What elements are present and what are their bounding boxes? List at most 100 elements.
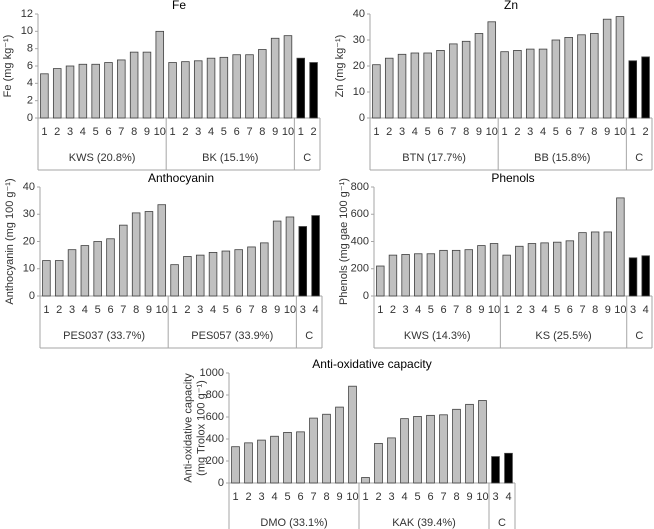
bar [478, 400, 487, 484]
x-tick-label: 2 [516, 304, 522, 316]
bar [413, 416, 422, 484]
chart-title: Phenols [491, 171, 534, 185]
y-axis-label: Zn (mg kg⁻¹) [334, 35, 346, 98]
bar [525, 48, 535, 119]
x-tick-label: 9 [604, 126, 610, 138]
x-tick-label: 2 [514, 126, 520, 138]
x-tick-label: 3 [67, 126, 73, 138]
bar [387, 437, 396, 484]
bar [283, 431, 292, 484]
x-tick-label: 4 [643, 304, 649, 316]
x-tick-label: 7 [248, 304, 254, 316]
bar [311, 215, 320, 297]
x-tick-label: 2 [182, 126, 188, 138]
bar [117, 59, 126, 119]
y-axis-label: (mg Trolox 100 g⁻¹) [195, 380, 207, 476]
bar [474, 33, 484, 119]
x-tick-label: 10 [476, 491, 488, 503]
bar [258, 49, 267, 119]
bar [628, 257, 638, 297]
bar [260, 242, 269, 297]
x-tick-label: 9 [144, 126, 150, 138]
y-tick-label: 1000 [200, 367, 224, 379]
x-tick-label: 9 [146, 304, 152, 316]
bar [52, 68, 62, 119]
chart-title: Fe [172, 0, 186, 12]
x-tick-label: 1 [502, 126, 508, 138]
bar [195, 254, 205, 297]
x-tick-label: 1 [172, 304, 178, 316]
group-label: KWS (20.8%) [69, 152, 136, 164]
bar [397, 53, 407, 119]
x-tick-label: 10 [488, 304, 500, 316]
bar [426, 414, 435, 484]
y-axis-label: Anti-oxidative capacity [182, 373, 194, 483]
bar [502, 254, 511, 297]
x-tick-label: 4 [208, 126, 214, 138]
group-label: PES057 (33.9%) [191, 330, 273, 342]
x-tick-label: 1 [504, 304, 510, 316]
group-label: BK (15.1%) [202, 152, 258, 164]
y-tick-label: 0 [363, 290, 369, 302]
x-tick-label: 1 [373, 126, 379, 138]
bar [590, 231, 600, 297]
x-tick-label: 6 [234, 126, 240, 138]
bar [270, 435, 279, 484]
group-label: C [635, 330, 643, 342]
x-tick-label: 9 [478, 304, 484, 316]
y-tick-label: 10 [353, 86, 365, 98]
x-tick-label: 7 [246, 126, 252, 138]
x-tick-label: 4 [80, 126, 86, 138]
bar [452, 408, 461, 484]
y-tick-label: 200 [206, 455, 224, 467]
x-tick-label: 3 [195, 126, 201, 138]
y-tick-label: 0 [359, 112, 365, 124]
y-tick-label: 2 [27, 95, 33, 107]
bar [641, 56, 650, 119]
x-tick-label: 10 [486, 126, 498, 138]
x-tick-label: 5 [95, 304, 101, 316]
y-tick-label: 10 [23, 263, 35, 275]
x-tick-label: 5 [428, 304, 434, 316]
chart-title: Anthocyanin [148, 171, 214, 185]
y-tick-label: 20 [23, 235, 35, 247]
bar [80, 245, 90, 297]
x-tick-label: 4 [210, 304, 216, 316]
bar [426, 253, 436, 297]
bar [322, 413, 331, 484]
x-tick-label: 8 [131, 126, 137, 138]
y-tick-label: 800 [206, 389, 224, 401]
bar [487, 21, 497, 119]
x-tick-label: 1 [298, 126, 304, 138]
bar [78, 63, 88, 119]
x-tick-label: 4 [82, 304, 88, 316]
x-tick-label: 4 [401, 491, 407, 503]
x-tick-label: 6 [567, 304, 573, 316]
x-tick-label: 9 [274, 304, 280, 316]
x-tick-label: 7 [450, 126, 456, 138]
group-label: C [635, 152, 643, 164]
bar [247, 246, 256, 297]
bar [131, 212, 141, 297]
x-tick-label: 2 [184, 304, 190, 316]
x-tick-label: 5 [554, 304, 560, 316]
x-tick-label: 6 [566, 126, 572, 138]
x-tick-label: 1 [630, 126, 636, 138]
bar [376, 265, 385, 297]
bar [414, 253, 423, 297]
group-label: KWS (14.3%) [404, 330, 471, 342]
x-tick-label: 3 [403, 304, 409, 316]
x-tick-label: 5 [221, 126, 227, 138]
x-tick-label: 5 [223, 304, 229, 316]
x-tick-label: 3 [529, 304, 535, 316]
bar [193, 60, 203, 119]
bar [348, 385, 357, 484]
x-tick-label: 5 [414, 491, 420, 503]
x-tick-label: 7 [118, 126, 124, 138]
x-tick-label: 7 [578, 126, 584, 138]
bar [500, 51, 509, 119]
x-tick-label: 1 [377, 304, 383, 316]
bar [451, 249, 461, 297]
x-tick-label: 3 [399, 126, 405, 138]
x-tick-label: 1 [362, 491, 368, 503]
